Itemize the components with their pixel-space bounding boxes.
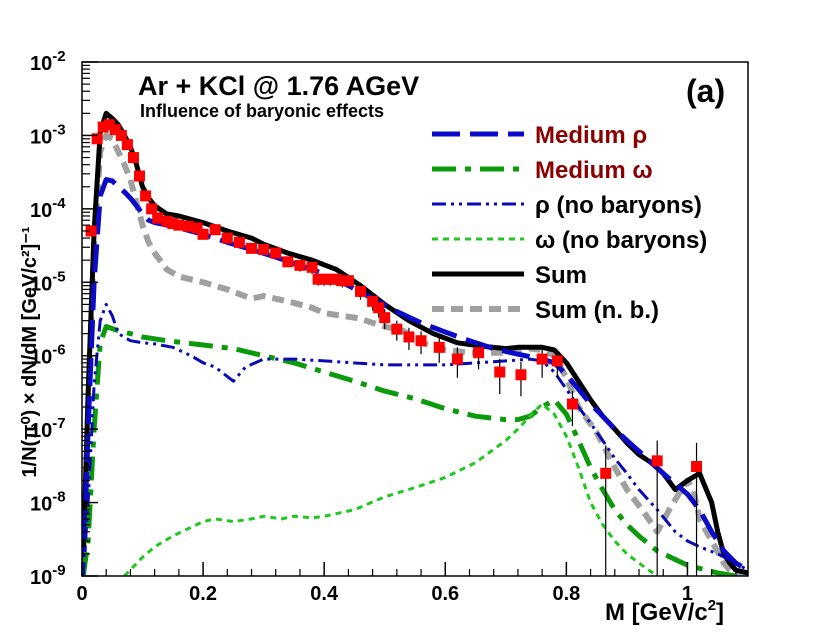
data-point <box>97 121 109 133</box>
data-point <box>373 302 385 314</box>
data-point <box>600 467 612 479</box>
legend-label-medium-rho: Medium ρ <box>535 122 647 149</box>
data-point <box>121 139 133 151</box>
y-tick-label: 10-5 <box>30 268 66 295</box>
data-point <box>536 353 548 365</box>
y-tick-label: 10-2 <box>30 48 66 75</box>
series-rho-no-baryons-line <box>82 302 748 576</box>
x-tick-label: 0 <box>76 583 87 605</box>
data-point <box>115 129 127 141</box>
data-point <box>355 285 367 297</box>
data-point <box>85 225 97 237</box>
data-point <box>270 247 282 259</box>
axes-layer: 0 0.2 0.4 0.6 0.8 1 10-9 10-8 10-7 10-6 10-5 10-4 10… <box>30 48 737 605</box>
data-point <box>140 190 152 202</box>
data-point <box>336 275 348 287</box>
data-point <box>515 369 527 381</box>
data-point <box>324 273 336 285</box>
data-point <box>161 215 173 227</box>
data-point <box>258 243 270 255</box>
chart-subtitle: Influence of baryonic effects <box>140 101 384 121</box>
y-tick-label: 10-7 <box>30 415 66 442</box>
data-point <box>127 152 139 164</box>
chart-title: Ar + KCl @ 1.76 AGeV <box>138 71 419 101</box>
y-axis-label: 1/N(π⁰) × dN/dM [GeV/c²]⁻¹ <box>19 226 41 477</box>
legend-label-rho-no-baryons: ρ (no baryons) <box>535 192 702 219</box>
data-point <box>182 220 194 232</box>
plot-frame <box>81 61 749 577</box>
data-point <box>197 228 209 240</box>
y-tick-label: 10-9 <box>30 562 66 589</box>
data-point <box>391 323 403 335</box>
legend-label-omega-no-baryons: ω (no baryons) <box>535 227 707 254</box>
data-point <box>191 222 203 234</box>
data-point <box>494 366 506 378</box>
data-point <box>209 224 221 236</box>
data-point <box>134 170 146 182</box>
data-point <box>433 341 445 353</box>
legend: Medium ρ Medium ω ρ (no baryons) ω (no bary… <box>432 122 707 324</box>
data-point <box>651 455 663 467</box>
data-point <box>246 242 258 254</box>
data-point <box>312 273 324 285</box>
legend-label-sum-n-b: Sum (n. b.) <box>535 297 659 324</box>
data-point <box>167 218 179 230</box>
x-tick-label: 0.4 <box>310 583 339 605</box>
series-sum-n-b-line <box>82 132 748 576</box>
x-tick-label: 0.8 <box>552 583 580 605</box>
data-point <box>103 119 115 131</box>
data-point <box>451 353 463 365</box>
data-point <box>342 275 354 287</box>
data-point <box>403 331 415 343</box>
data-point <box>109 124 121 136</box>
data-point <box>551 355 563 367</box>
data-point <box>473 347 485 359</box>
legend-label-medium-omega: Medium ω <box>535 157 653 184</box>
data-point <box>367 295 379 307</box>
data-point <box>318 273 330 285</box>
data-point <box>146 203 158 215</box>
x-tick-label: 0.6 <box>431 583 459 605</box>
series-medium-omega-line <box>82 324 737 576</box>
y-tick-label: 10-6 <box>30 342 66 369</box>
data-point <box>91 133 103 145</box>
y-tick-label: 10-3 <box>30 121 66 148</box>
data-point <box>294 259 306 271</box>
x-tick-label: 0.2 <box>189 583 217 605</box>
data-point <box>282 256 294 268</box>
x-axis-label: M [GeV/c2] <box>605 597 724 626</box>
data-point <box>173 219 185 231</box>
legend-label-sum: Sum <box>535 262 587 289</box>
data-point <box>379 312 391 324</box>
data-point <box>415 335 427 347</box>
y-tick-label: 10-8 <box>30 489 66 516</box>
data-point <box>152 212 164 224</box>
data-point <box>566 398 578 410</box>
panel-label: (a) <box>686 73 725 109</box>
data-point <box>330 273 342 285</box>
data-points-layer <box>85 119 703 576</box>
data-point <box>233 236 245 248</box>
data-point <box>221 232 233 244</box>
data-point <box>306 261 318 273</box>
y-tick-label: 10-4 <box>30 195 66 222</box>
x-tick-label: 1 <box>682 583 693 605</box>
data-point <box>691 460 703 472</box>
